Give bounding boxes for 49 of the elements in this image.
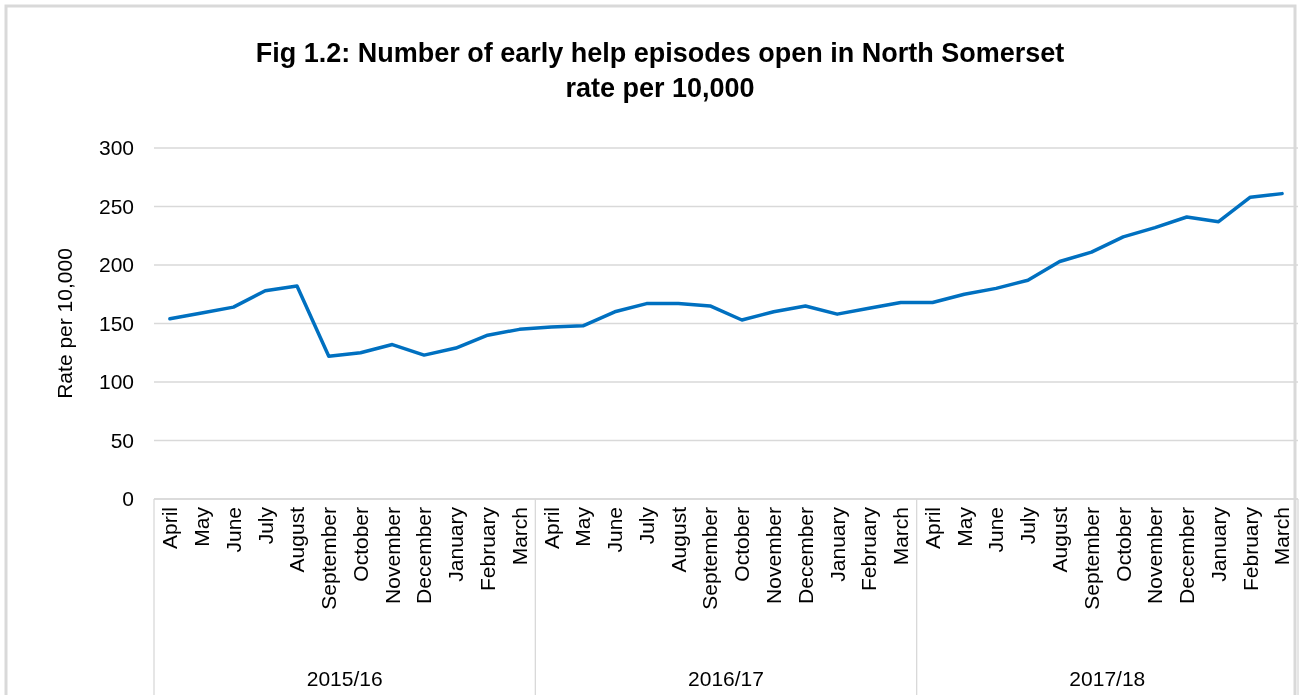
x-tick-label: November xyxy=(1143,507,1167,604)
x-tick-label: January xyxy=(1206,506,1230,582)
x-tick-label: December xyxy=(793,507,817,604)
x-tick-label: September xyxy=(698,507,722,610)
x-tick-label: September xyxy=(317,507,341,610)
y-tick-label: 0 xyxy=(122,487,134,511)
y-tick-label: 200 xyxy=(98,253,134,277)
x-tick-label: March xyxy=(1270,507,1294,566)
chart-title: Fig 1.2: Number of early help episodes open in North Somerset rate per 10,000 xyxy=(255,38,1065,103)
x-tick-label: April xyxy=(158,507,182,550)
x-tick-label: April xyxy=(920,507,944,550)
x-tick-label: February xyxy=(476,506,500,592)
x-tick-label: October xyxy=(348,507,372,582)
x-tick-label: August xyxy=(666,506,690,573)
text: 2015/16 xyxy=(306,667,383,690)
x-tick-label: June xyxy=(603,507,627,553)
x-tick-label: October xyxy=(1111,507,1135,582)
text: 2017/18 xyxy=(1069,667,1146,690)
x-tick-label: October xyxy=(730,507,754,582)
x-tick-label: November xyxy=(380,507,404,604)
x-tick-label: April xyxy=(539,507,563,550)
y-tick-label: 100 xyxy=(98,370,134,394)
x-tick-label: November xyxy=(762,507,786,604)
x-tick-label: January xyxy=(444,506,468,582)
x-tick-label: December xyxy=(412,507,436,604)
text: 2016/17 xyxy=(688,667,764,690)
y-tick-label: 150 xyxy=(98,311,134,335)
x-tick-label: December xyxy=(1175,507,1199,604)
x-tick-label: May xyxy=(190,506,214,547)
y-tick-label: 250 xyxy=(98,194,134,218)
y-tick-label: 50 xyxy=(110,428,134,452)
x-tick-label: September xyxy=(1079,507,1103,610)
x-tick-label: July xyxy=(1016,506,1040,545)
x-tick-label: July xyxy=(634,506,658,545)
x-tick-label: February xyxy=(1238,506,1262,592)
x-tick-label: August xyxy=(1048,506,1072,573)
x-tick-label: May xyxy=(571,506,595,547)
x-tick-label: June xyxy=(221,507,245,553)
x-tick-label: January xyxy=(825,506,849,582)
x-tick-label: March xyxy=(889,507,913,566)
x-tick-label: May xyxy=(952,506,976,547)
x-tick-label: June xyxy=(984,507,1008,553)
x-tick-label: July xyxy=(253,506,277,545)
x-tick-label: March xyxy=(507,507,531,566)
line-series xyxy=(168,191,1284,359)
x-tick-label: August xyxy=(285,506,309,573)
y-axis-title: Rate per 10,000 xyxy=(53,248,76,399)
x-tick-label: February xyxy=(857,506,881,592)
y-tick-label: 300 xyxy=(98,136,134,160)
